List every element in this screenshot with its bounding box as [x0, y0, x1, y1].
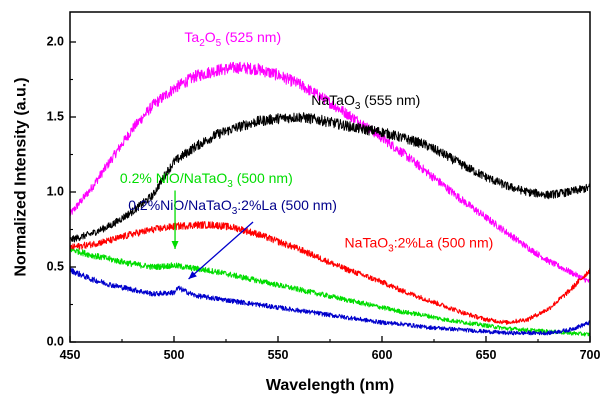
y-tick-label: 0.5: [47, 259, 64, 273]
x-tick-label: 700: [580, 348, 601, 362]
blue-arrow-head: [188, 271, 197, 279]
annotation-layer: Ta2O5 (525 nm) NaTaO3 (555 nm) 0.2% NiO/Na…: [120, 29, 494, 280]
series-line-1: [69, 61, 591, 283]
x-tick-label: 600: [372, 348, 393, 362]
y-tick-label: 2.0: [47, 34, 64, 48]
y-tick-label: 0.0: [47, 334, 64, 348]
y-axis-title: Normalized Intensity (a.u.): [13, 77, 30, 276]
series-label-natao3-la: NaTaO3:2%La (500 nm): [345, 235, 494, 255]
series-label-nio-natao3: 0.2% NiO/NaTaO3 (500 nm): [120, 170, 293, 190]
x-tick-label: 450: [60, 348, 81, 362]
ticks-layer: 450 500 550 600 650 700 0.0 0.5 1.0 1.5 2.0: [47, 34, 601, 362]
series-layer: [69, 61, 591, 337]
series-line-4: [69, 267, 591, 336]
y-tick-label: 1.0: [47, 184, 64, 198]
x-tick-label: 550: [268, 348, 289, 362]
series-line-3: [69, 246, 591, 337]
series-label-natao3: NaTaO3 (555 nm): [311, 92, 420, 112]
series-line-5: [69, 221, 591, 325]
blue-arrow-shaft: [188, 221, 254, 280]
series-label-ta2o5: Ta2O5 (525 nm): [184, 29, 281, 49]
y-tick-label: 1.5: [47, 109, 64, 123]
series-line-2: [69, 112, 591, 243]
x-axis-title: Wavelength (nm): [266, 377, 394, 394]
series-label-nio-natao3-la: 0.2%NiO/NaTaO3:2%La (500 nm): [128, 197, 337, 217]
x-tick-label: 650: [476, 348, 497, 362]
x-tick-label: 500: [164, 348, 185, 362]
green-arrow-head: [171, 241, 179, 249]
